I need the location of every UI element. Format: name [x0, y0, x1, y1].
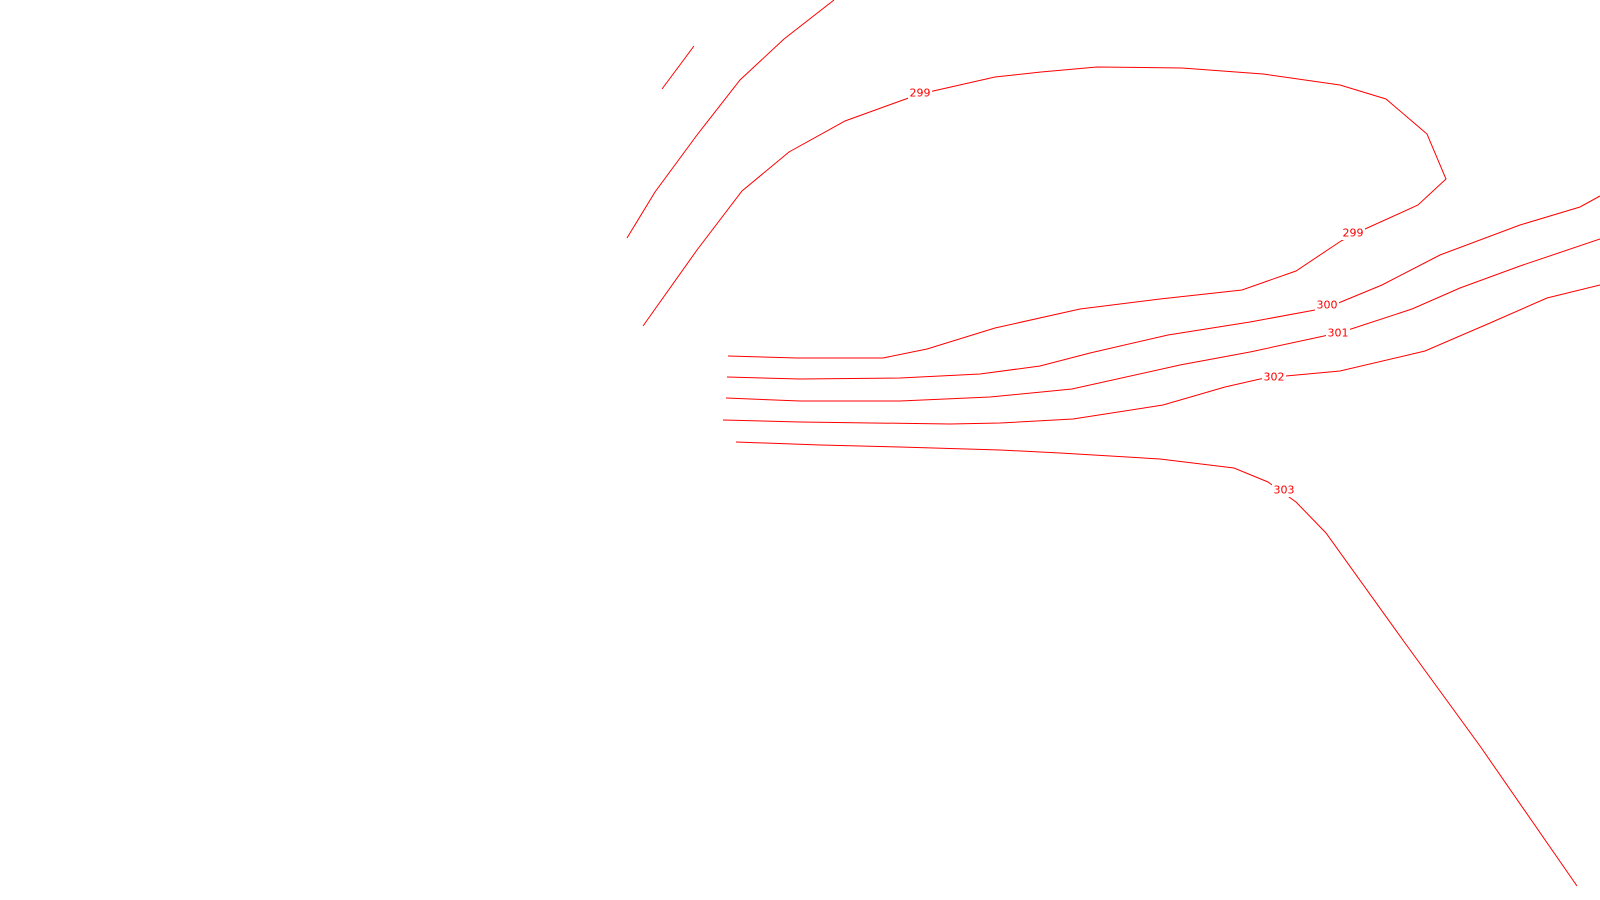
contour-label-text: 301 — [1328, 327, 1349, 340]
contour-label-text: 303 — [1274, 484, 1295, 497]
contour-label-label-302: 302 — [1262, 370, 1286, 384]
contour-label-halo — [1315, 298, 1339, 312]
contour-fragment-short — [661, 45, 695, 90]
contour-label-text: 299 — [1343, 227, 1364, 240]
contour-label-text: 299 — [910, 87, 931, 100]
contour-300 — [726, 195, 1600, 380]
contour-label-label-300: 300 — [1315, 298, 1339, 312]
contour-301 — [725, 238, 1600, 402]
contour-label-halo — [1272, 483, 1296, 497]
contour-label-label-299-right: 299 — [1341, 226, 1365, 240]
contour-outer-ridge — [626, 0, 835, 239]
contour-303 — [735, 441, 1578, 887]
contour-label-halo — [1341, 226, 1365, 240]
contour-label-label-303: 303 — [1272, 483, 1296, 497]
contour-label-halo — [908, 86, 932, 100]
contour-299 — [642, 66, 1447, 359]
contour-label-label-299-upper: 299 — [908, 86, 932, 100]
contour-label-halo — [1326, 326, 1350, 340]
contour-label-halo — [1262, 370, 1286, 384]
contour-label-label-301: 301 — [1326, 326, 1350, 340]
contour-302 — [722, 284, 1600, 425]
contour-label-text: 300 — [1317, 299, 1338, 312]
contour-lines — [626, 0, 1600, 887]
contour-label-text: 302 — [1264, 371, 1285, 384]
contour-labels: 299 299 300 301 302 303 — [908, 86, 1365, 497]
